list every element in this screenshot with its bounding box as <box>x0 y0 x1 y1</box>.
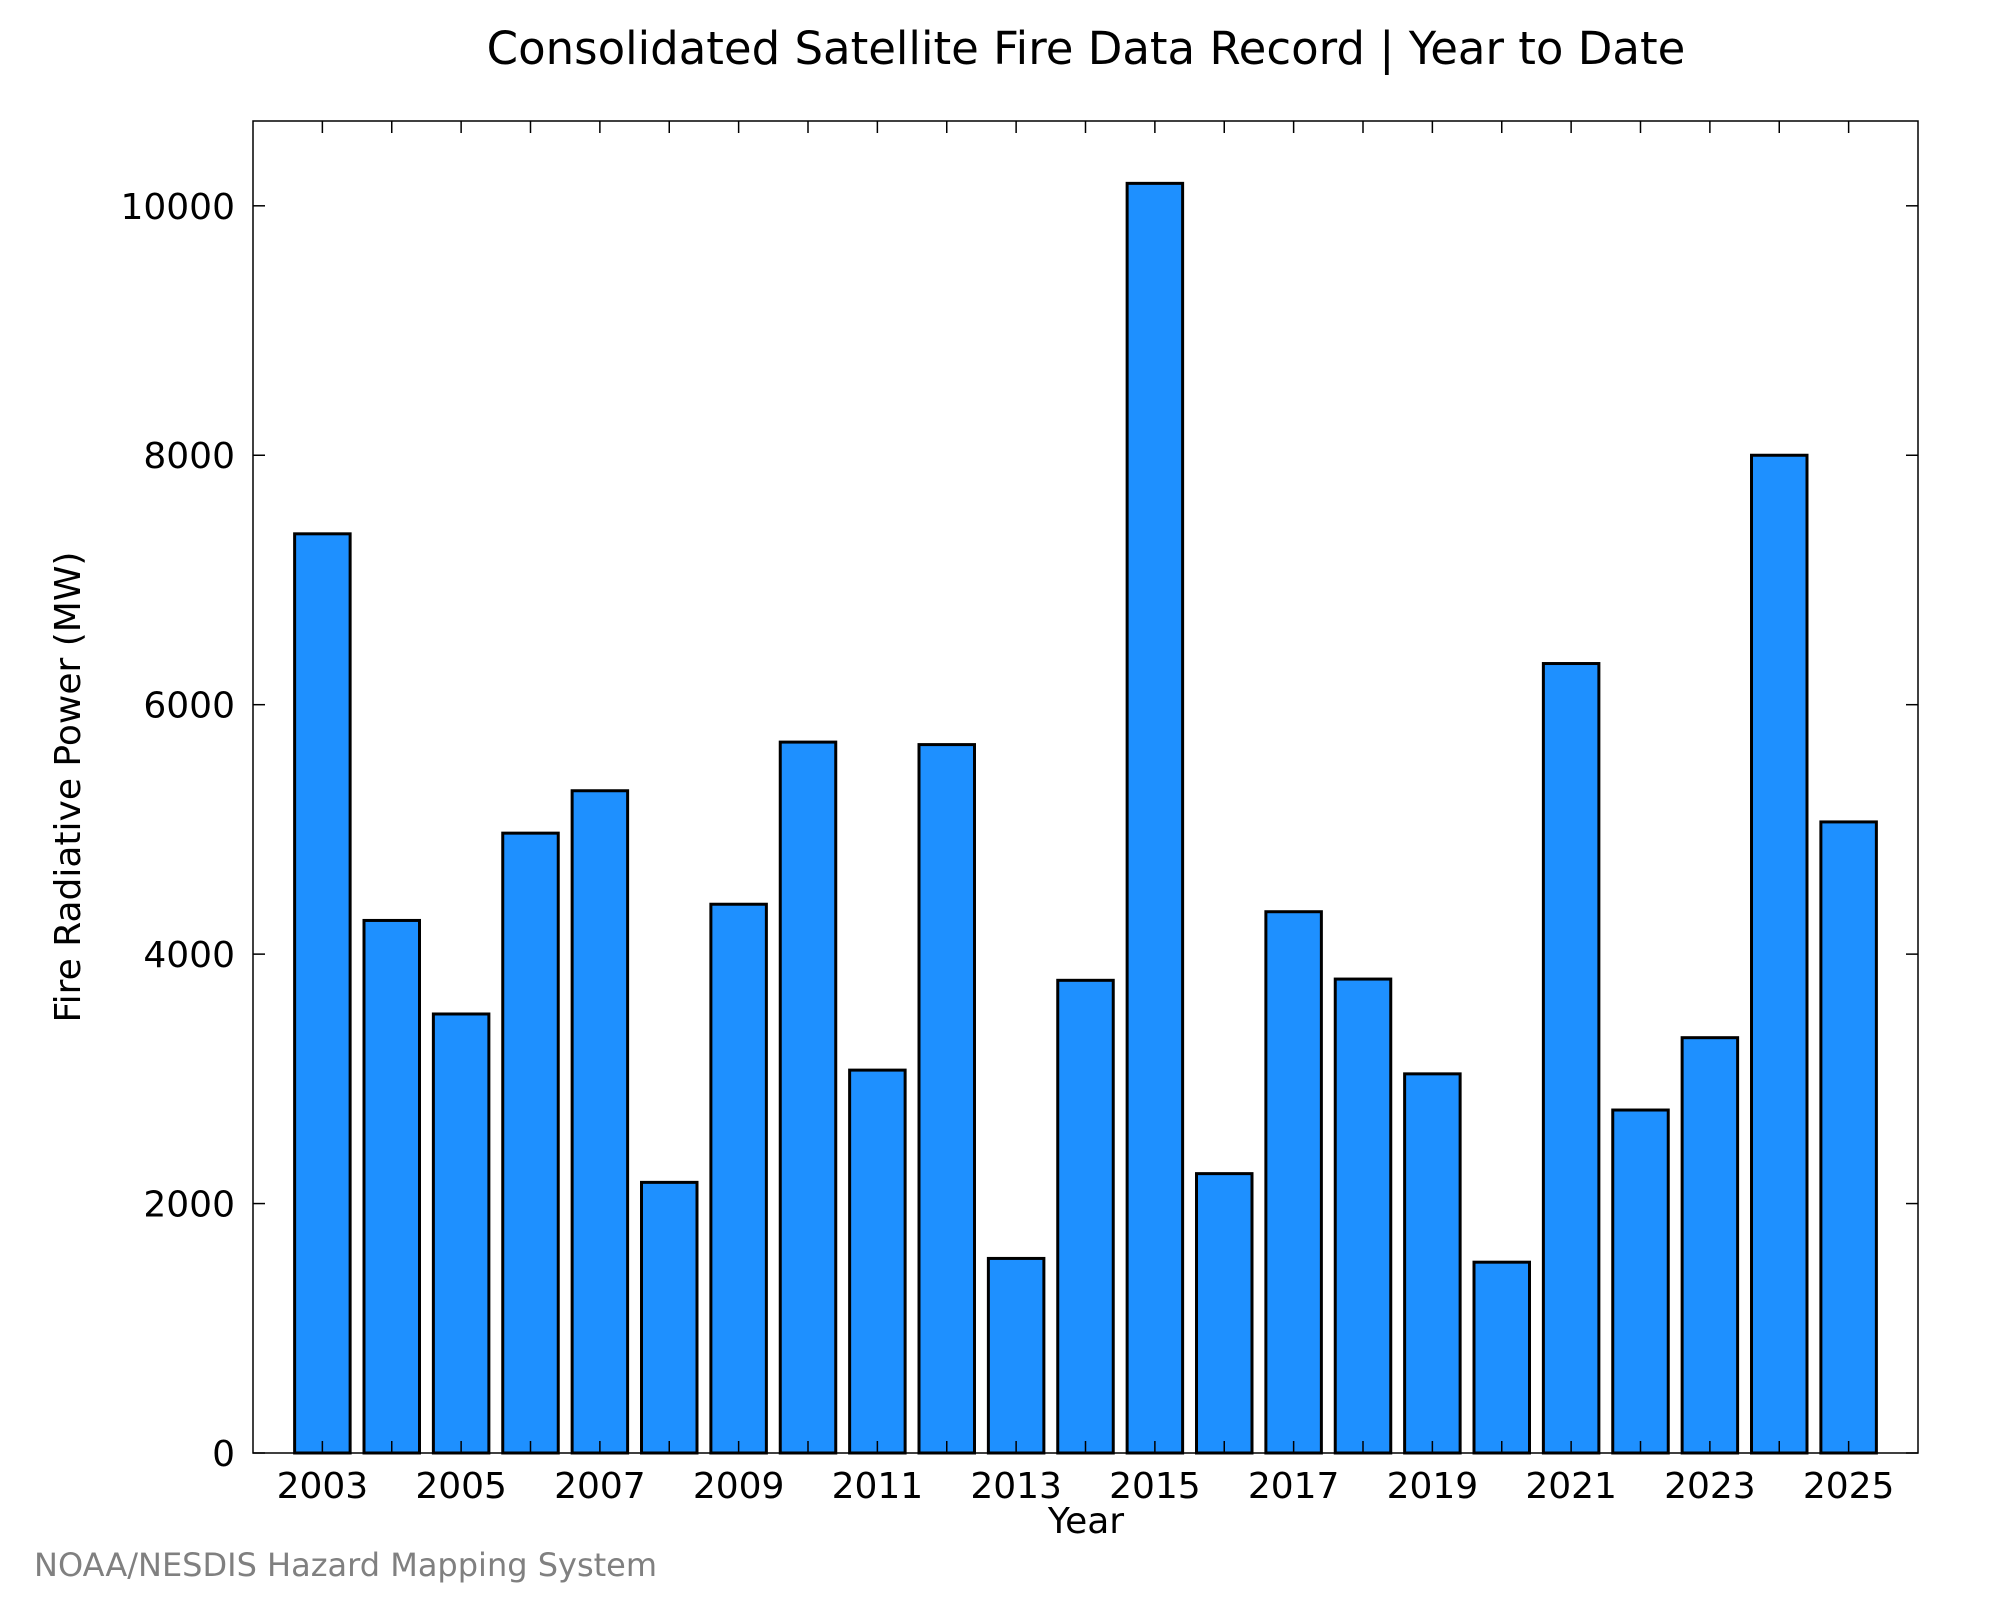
bar-2015 <box>1125 181 1185 1455</box>
y-tick-label-10000: 10000 <box>120 187 235 228</box>
x-tick-label-2003: 2003 <box>277 1466 369 1507</box>
x-tick-label-2011: 2011 <box>832 1466 924 1507</box>
bar-2021 <box>1541 662 1601 1455</box>
bar-2016 <box>1195 1172 1254 1455</box>
y-axis-ticks: 0 2000 4000 6000 8000 10000 <box>120 187 1918 1475</box>
bar-2017 <box>1264 910 1323 1455</box>
x-tick-label-2017: 2017 <box>1248 1466 1340 1507</box>
x-tick-label-2009: 2009 <box>693 1466 785 1507</box>
y-tick-label-2000: 2000 <box>143 1185 235 1226</box>
x-axis-label: Year <box>1047 1501 1124 1542</box>
bar-2022 <box>1611 1108 1670 1455</box>
bar-2020 <box>1472 1260 1531 1455</box>
x-tick-label-2005: 2005 <box>415 1466 507 1507</box>
bar-2010 <box>778 740 838 1455</box>
y-axis-label: Fire Radiative Power (MW) <box>48 552 89 1023</box>
bar-2008 <box>640 1180 699 1455</box>
bars-group <box>293 181 1878 1455</box>
bar-2014 <box>1056 978 1115 1455</box>
bar-2007 <box>570 789 630 1455</box>
bar-2013 <box>986 1256 1046 1455</box>
x-tick-label-2007: 2007 <box>554 1466 646 1507</box>
bar-2025 <box>1819 820 1878 1455</box>
x-tick-label-2021: 2021 <box>1525 1466 1617 1507</box>
bar-2003 <box>293 532 352 1455</box>
x-tick-label-2019: 2019 <box>1387 1466 1479 1507</box>
bar-2019 <box>1403 1072 1462 1455</box>
bar-2004 <box>362 918 421 1455</box>
bar-2023 <box>1680 1036 1740 1455</box>
bar-2018 <box>1333 977 1393 1455</box>
bar-2009 <box>709 902 768 1455</box>
y-tick-label-4000: 4000 <box>143 935 235 976</box>
source-credit: NOAA/NESDIS Hazard Mapping System <box>34 1546 657 1584</box>
x-tick-label-2023: 2023 <box>1664 1466 1756 1507</box>
y-tick-label-6000: 6000 <box>143 686 235 727</box>
bar-2012 <box>917 743 976 1455</box>
y-tick-label-8000: 8000 <box>143 436 235 477</box>
bar-2011 <box>848 1068 907 1455</box>
y-tick-label-0: 0 <box>212 1434 235 1475</box>
bar-2006 <box>501 831 560 1455</box>
x-tick-label-2013: 2013 <box>970 1466 1062 1507</box>
chart-title: Consolidated Satellite Fire Data Record … <box>487 22 1686 75</box>
x-axis-ticks: 2003 2005 2007 2009 2011 2013 2015 2017 2019 2021… <box>277 121 1895 1507</box>
bar-2024 <box>1750 453 1809 1455</box>
x-tick-label-2025: 2025 <box>1803 1466 1895 1507</box>
x-tick-label-2015: 2015 <box>1109 1466 1201 1507</box>
bar-2005 <box>431 1012 491 1455</box>
